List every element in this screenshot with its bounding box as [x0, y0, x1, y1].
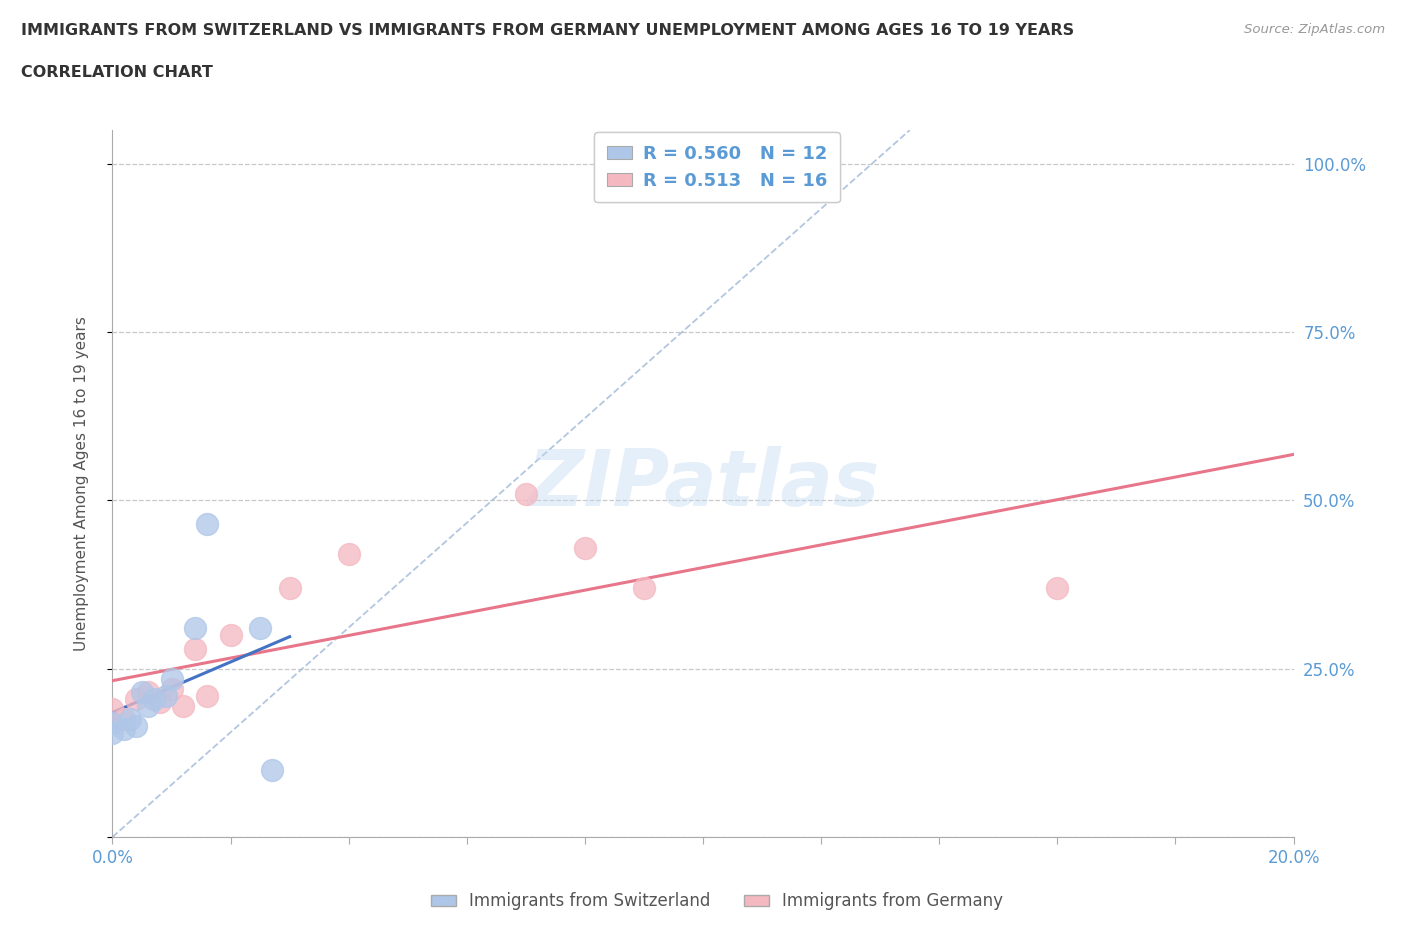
Point	[184, 621, 207, 636]
Point	[112, 711, 135, 726]
Point	[112, 722, 135, 737]
Point	[1046, 580, 1069, 595]
Text: Source: ZipAtlas.com: Source: ZipAtlas.com	[1244, 23, 1385, 36]
Point	[125, 719, 148, 734]
Point	[278, 580, 301, 595]
Point	[160, 682, 183, 697]
Legend: R = 0.560   N = 12, R = 0.513   N = 16: R = 0.560 N = 12, R = 0.513 N = 16	[593, 132, 839, 203]
Point	[337, 547, 360, 562]
Point	[195, 688, 218, 703]
Point	[633, 580, 655, 595]
Point	[184, 641, 207, 656]
Text: CORRELATION CHART: CORRELATION CHART	[21, 65, 212, 80]
Legend: Immigrants from Switzerland, Immigrants from Germany: Immigrants from Switzerland, Immigrants …	[425, 885, 1010, 917]
Point	[149, 695, 172, 710]
Point	[131, 684, 153, 699]
Text: IMMIGRANTS FROM SWITZERLAND VS IMMIGRANTS FROM GERMANY UNEMPLOYMENT AMONG AGES 1: IMMIGRANTS FROM SWITZERLAND VS IMMIGRANT…	[21, 23, 1074, 38]
Point	[125, 692, 148, 707]
Point	[160, 671, 183, 686]
Y-axis label: Unemployment Among Ages 16 to 19 years: Unemployment Among Ages 16 to 19 years	[75, 316, 89, 651]
Point	[101, 715, 124, 730]
Point	[249, 621, 271, 636]
Point	[195, 516, 218, 531]
Point	[120, 711, 142, 726]
Text: ZIPatlas: ZIPatlas	[527, 445, 879, 522]
Point	[101, 701, 124, 716]
Point	[260, 763, 283, 777]
Point	[515, 486, 537, 501]
Point	[136, 698, 159, 713]
Point	[219, 628, 242, 643]
Point	[172, 698, 194, 713]
Point	[101, 725, 124, 740]
Point	[574, 540, 596, 555]
Point	[155, 688, 177, 703]
Point	[142, 692, 165, 707]
Point	[136, 684, 159, 699]
